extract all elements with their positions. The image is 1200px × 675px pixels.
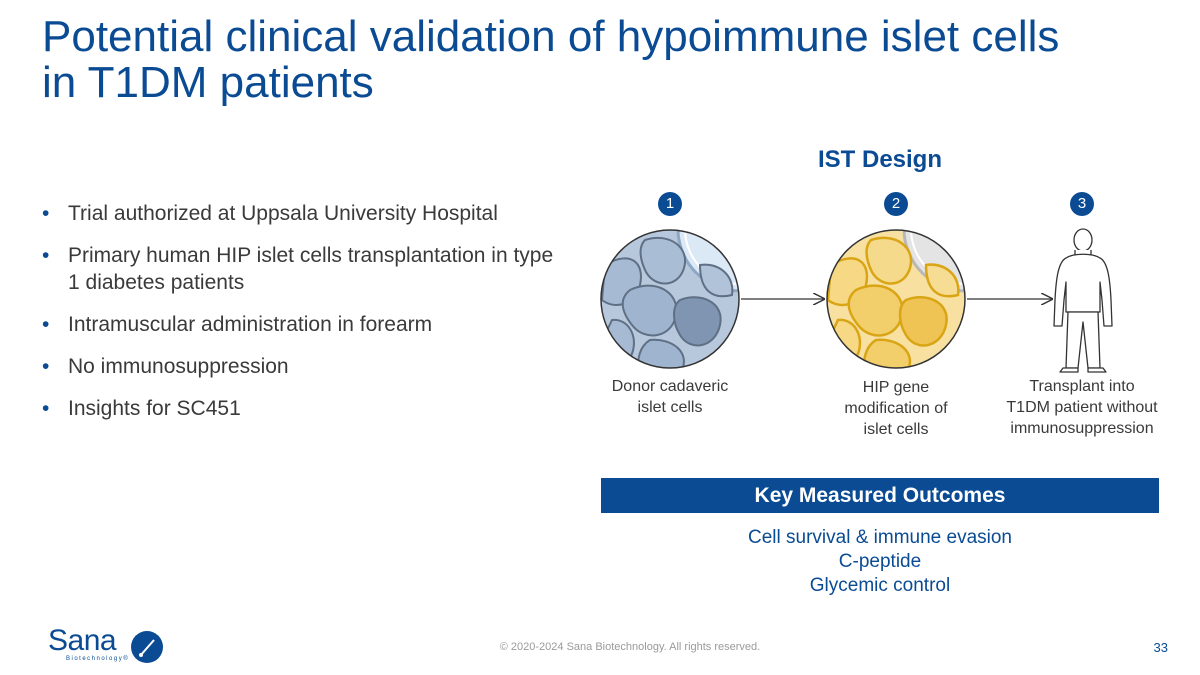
bullet-list: • Trial authorized at Uppsala University … [42,200,562,437]
caption-line: Transplant into [1029,378,1135,395]
hip-modified-islet-cells-icon [826,229,966,369]
copyright-notice: © 2020-2024 Sana Biotechnology. All righ… [499,641,761,653]
page-title-line-1: Potential clinical validation of hypoimm… [42,12,1060,61]
bullet-dot-icon: • [42,313,50,336]
ist-design-title: IST Design [817,146,943,173]
bullet-text: Insights for SC451 [68,397,241,420]
bullet-item: • Intramuscular administration in forearm [42,311,562,338]
bullet-text: No immunosuppression [68,355,289,378]
caption-line: modification of [844,400,948,417]
patient-figure-icon [1053,228,1113,373]
step-number-3: 3 [1070,192,1094,216]
outcome-item: Cell survival & immune evasion [748,527,1012,548]
bullet-item: • No immunosuppression [42,353,562,380]
page-number: 33 [1153,640,1168,655]
sana-logo-icon [131,631,163,663]
page-title: Potential clinical validation of hypoimm… [42,14,1162,106]
bullet-item: • Insights for SC451 [42,395,562,422]
step-number-1: 1 [658,192,682,216]
bullet-item: • Trial authorized at Uppsala University … [42,200,562,227]
sana-logo-wordmark: Sana [48,624,117,657]
bullet-dot-icon: • [42,397,50,420]
bullet-dot-icon: • [42,202,50,225]
bullet-dot-icon: • [42,244,50,267]
step-caption-3: Transplant into T1DM patient without imm… [992,376,1172,439]
sana-logo-subtitle: Biotechnology® [66,656,130,662]
step-number-2: 2 [884,192,908,216]
outcome-item: Glycemic control [809,575,951,596]
page-title-line-2: in T1DM patients [42,58,374,107]
bullet-text: Primary human HIP islet cells transplant… [68,244,554,294]
outcome-item: C-peptide [838,551,922,572]
bullet-item: • Primary human HIP islet cells transplan… [42,242,562,296]
bullet-text: Intramuscular administration in forearm [68,313,433,336]
donor-islet-cells-icon [600,229,740,369]
caption-line: immunosuppression [1010,420,1154,437]
caption-line: HIP gene [862,379,930,396]
bullet-dot-icon: • [42,355,50,378]
caption-line: T1DM patient without [1006,399,1158,416]
key-outcomes-header: Key Measured Outcomes [601,478,1159,513]
caption-line: islet cells [637,399,703,416]
step-caption-2: HIP gene modification of islet cells [816,377,976,440]
bullet-text: Trial authorized at Uppsala University H… [68,202,498,225]
caption-line: Donor cadaveric [611,378,729,395]
caption-line: islet cells [863,421,929,438]
step-caption-1: Donor cadaveric islet cells [590,376,750,418]
